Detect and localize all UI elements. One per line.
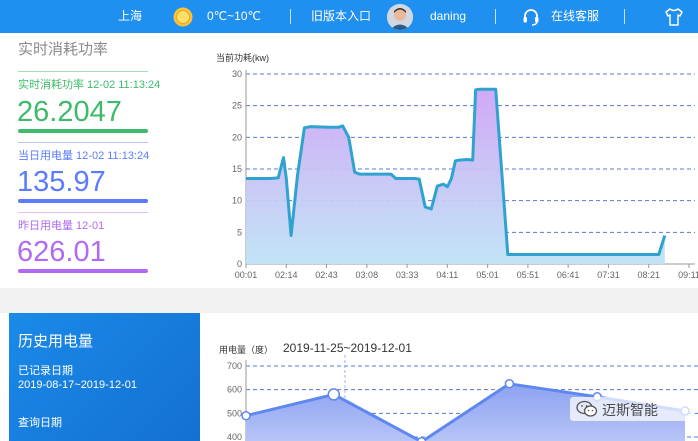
section-divider: [0, 288, 698, 313]
divider: [18, 142, 148, 143]
x-tick-label: 03:33: [396, 270, 419, 280]
y-tick-label: 10: [232, 196, 242, 206]
headset-icon[interactable]: [522, 8, 540, 26]
y-tick-label: 5: [237, 227, 242, 237]
power-area: [246, 89, 665, 264]
yesterday-usage-value: 626.01: [17, 236, 106, 268]
wechat-icon: [576, 400, 598, 417]
x-tick-label: 04:11: [436, 270, 458, 280]
shirt-icon[interactable]: [664, 8, 684, 26]
divider: [624, 9, 625, 24]
today-usage-label: 当日用电量 12-02 11:13:24: [18, 150, 150, 162]
realtime-power-bar: [18, 129, 148, 133]
x-tick-label: 09:11: [678, 270, 698, 280]
x-tick-label: 05:01: [476, 270, 499, 280]
x-tick-label: 06:41: [557, 270, 580, 280]
history-title: 历史用电量: [18, 333, 94, 350]
y-tick-label: 700: [227, 361, 242, 371]
realtime-power-value: 26.2047: [17, 96, 122, 128]
today-usage-value: 135.97: [17, 166, 106, 198]
data-point: [327, 388, 341, 401]
y-tick-label: 400: [227, 432, 242, 441]
temperature-label: 0℃~10℃: [207, 9, 261, 23]
y-tick-label: 25: [232, 101, 242, 111]
y-tick-label: 15: [232, 164, 242, 174]
realtime-power-label: 实时消耗功率 12-02 11:13:24: [18, 79, 161, 91]
yesterday-usage-bar: [18, 269, 148, 273]
old-version-link[interactable]: 旧版本入口: [311, 9, 372, 23]
x-tick-label: 03:08: [356, 270, 379, 280]
y-tick-label: 600: [227, 385, 242, 395]
y-axis-label: 当前功耗(kw): [216, 52, 269, 63]
divider: [290, 9, 291, 24]
divider: [18, 71, 148, 72]
online-support-link[interactable]: 在线客服: [551, 9, 600, 23]
sun-icon: [173, 7, 193, 27]
top-bar: 上海 0℃~10℃ 旧版本入口 daning 在线客服: [0, 0, 698, 33]
x-tick-label: 08:21: [637, 270, 660, 280]
city-label[interactable]: 上海: [118, 9, 143, 23]
y-tick-label: 500: [227, 408, 242, 418]
username-label[interactable]: daning: [430, 9, 467, 23]
divider: [495, 9, 496, 24]
date-range-display[interactable]: 2019-11-25~2019-12-01: [283, 341, 412, 355]
data-point: [241, 410, 251, 421]
y-axis-label: 用电量（度）: [219, 344, 273, 355]
power-chart: 当前功耗(kw) 0 5 10 15 20 25 30 00:01 02:14 02:43 03:…: [216, 52, 698, 280]
x-tick-label: 02:43: [315, 270, 338, 280]
section-title: 实时消耗功率: [18, 41, 109, 58]
watermark-text: 迈斯智能: [602, 402, 658, 418]
recorded-date-range: 2019-08-17~2019-12-01: [18, 379, 137, 391]
user-avatar-icon: [387, 4, 413, 30]
history-chart: 用电量（度） 400 500 600 700: [219, 344, 698, 441]
realtime-panel: 实时消耗功率 实时消耗功率 12-02 11:13:24 26.2047 当日用…: [0, 33, 200, 288]
watermark: 迈斯智能: [570, 397, 695, 421]
history-panel: 历史用电量 已记录日期 2019-08-17~2019-12-01 查询日期: [9, 313, 200, 441]
y-tick-label: 0: [237, 259, 242, 269]
yesterday-usage-label: 昨日用电量 12-01: [18, 220, 105, 232]
data-point: [504, 379, 515, 389]
x-tick-label: 02:14: [275, 270, 298, 280]
recorded-date-label: 已记录日期: [18, 365, 73, 377]
x-tick-label: 05:51: [517, 270, 540, 280]
avatar[interactable]: [387, 4, 413, 30]
x-tick-label: 00:01: [235, 270, 258, 280]
power-line: [246, 87, 667, 256]
y-tick-label: 20: [232, 132, 242, 142]
data-point: [416, 436, 427, 441]
y-tick-label: 30: [232, 69, 242, 79]
today-usage-bar: [18, 199, 148, 203]
query-date-label: 查询日期: [18, 417, 62, 429]
divider: [18, 212, 148, 213]
x-tick-label: 07:31: [597, 270, 620, 280]
